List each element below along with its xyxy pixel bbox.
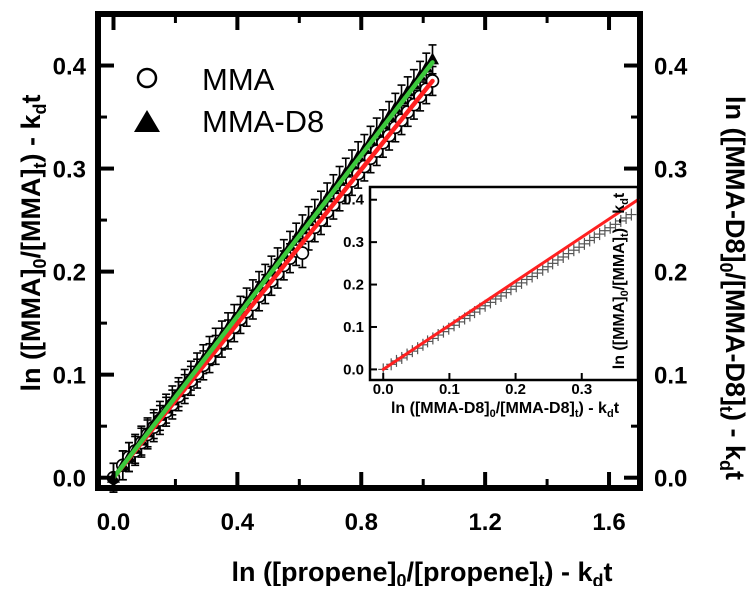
y-tick-label-left: 0.0 xyxy=(53,466,86,493)
x-tick-label: 0.0 xyxy=(97,509,130,536)
inset-y-tick-label: 0.3 xyxy=(343,234,364,251)
y-tick-label-right: 0.4 xyxy=(654,54,688,81)
y-tick-label-left: 0.2 xyxy=(53,260,86,287)
main-plot: 0.0 0.4 0.8 1.2 1.60.0 0.00.1 0.10.2 0.20.3 0.30… xyxy=(53,11,688,536)
legend: MMA MMA-D8 xyxy=(134,62,324,139)
y-tick-label-left: 0.1 xyxy=(53,363,86,390)
svg-text:ln ([MMA-D8]0/[MMA-D8]t) - kdt: ln ([MMA-D8]0/[MMA-D8]t) - kdt xyxy=(716,96,746,480)
inset-x-tick-label: 0.2 xyxy=(505,381,526,398)
legend-label-mma: MMA xyxy=(202,62,275,97)
y-tick-label-right: 0.0 xyxy=(654,466,687,493)
fit-line-green xyxy=(111,60,435,480)
inset-fit-line xyxy=(381,198,640,371)
svg-text:ln ([propene]0/[propene]t) - k: ln ([propene]0/[propene]t) - kdt xyxy=(231,557,612,586)
inset-x-tick-label: 0.1 xyxy=(439,381,460,398)
main-ticks: 0.0 0.4 0.8 1.2 1.60.0 0.00.1 0.10.2 0.20.3 0.30… xyxy=(53,14,688,536)
inset-x-axis-label: ln ([MMA-D8]0/[MMA-D8]t) - kdt xyxy=(391,400,620,420)
x-tick-label: 0.8 xyxy=(345,509,378,536)
inset-y-tick-label: 0.0 xyxy=(343,361,364,378)
legend-marker-mma-d8 xyxy=(134,110,160,132)
svg-text:ln ([MMA]0/[MMA]t) - kdt: ln ([MMA]0/[MMA]t) - kdt xyxy=(611,192,631,369)
inset-x-tick-label: 0.3 xyxy=(571,381,592,398)
svg-text:ln ([MMA-D8]0/[MMA-D8]t) - kdt: ln ([MMA-D8]0/[MMA-D8]t) - kdt xyxy=(391,400,620,420)
data-point-mma-d8 xyxy=(425,52,439,65)
main-plot-frame xyxy=(95,11,643,491)
y-axis-label-left: ln ([MMA]0/[MMA]t) - kdt xyxy=(16,95,50,392)
x-tick-label: 1.6 xyxy=(592,509,625,536)
y-tick-label-right: 0.3 xyxy=(654,157,687,184)
x-tick-label: 0.4 xyxy=(221,509,255,536)
y-tick-label-left: 0.3 xyxy=(53,157,86,184)
y-tick-label-right: 0.1 xyxy=(654,363,687,390)
legend-label-mma-d8: MMA-D8 xyxy=(202,104,324,139)
inset-y-axis-label: ln ([MMA]0/[MMA]t) - kdt xyxy=(611,192,631,369)
x-tick-label: 1.2 xyxy=(468,509,501,536)
inset-x-tick-label: 0.0 xyxy=(373,381,394,398)
inset-ticks: 0.0 0.1 0.2 0.3 0.0 0.1 0.2 0.3 0.4 xyxy=(343,192,592,398)
legend-marker-mma xyxy=(136,67,158,89)
inset-y-tick-label: 0.2 xyxy=(343,277,364,294)
y-tick-label-right: 0.2 xyxy=(654,260,687,287)
inset-plot: 0.0 0.1 0.2 0.3 0.0 0.1 0.2 0.3 0.4 ln ([MMA-D8]… xyxy=(343,185,640,420)
svg-text:ln ([MMA]0/[MMA]t) - kdt: ln ([MMA]0/[MMA]t) - kdt xyxy=(16,95,50,392)
main-fit-lines xyxy=(111,60,435,480)
y-tick-label-left: 0.4 xyxy=(53,54,87,81)
inset-y-tick-label: 0.4 xyxy=(343,192,365,209)
inset-y-tick-label: 0.1 xyxy=(343,319,364,336)
y-axis-label-right: ln ([MMA-D8]0/[MMA-D8]t) - kdt xyxy=(716,96,746,480)
inset-plot-frame xyxy=(368,185,640,382)
x-axis-label: ln ([propene]0/[propene]t) - kdt xyxy=(231,557,612,591)
inset-fit-line-red xyxy=(381,198,640,371)
